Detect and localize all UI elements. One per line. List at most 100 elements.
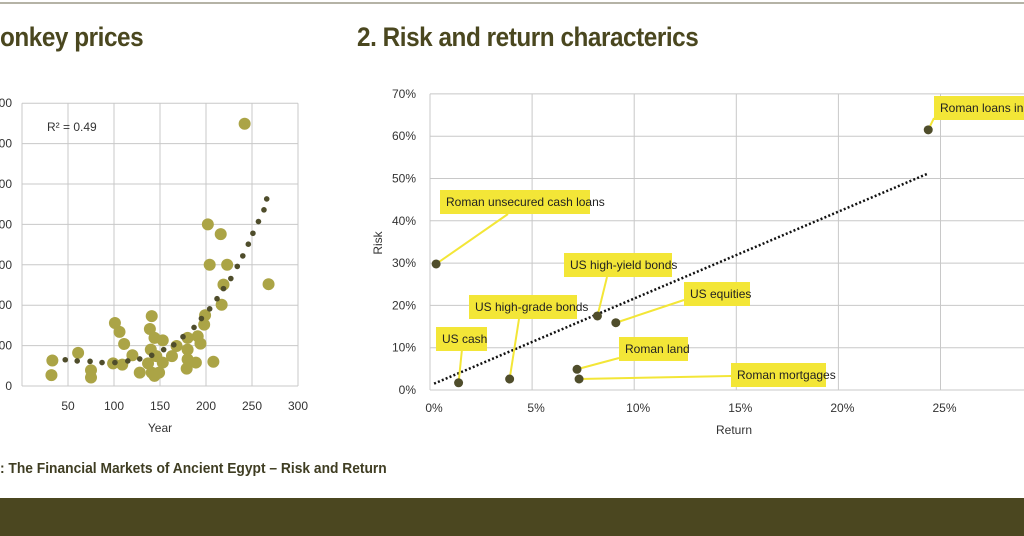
right-x-tick-label: 20% <box>830 401 854 415</box>
point-label: Roman mortgages <box>737 368 836 382</box>
right-y-tick-label: 60% <box>392 129 416 143</box>
right-x-tick-label: 25% <box>932 401 956 415</box>
leader-line <box>576 357 620 371</box>
asset-point <box>454 378 464 388</box>
right-y-tick-label: 30% <box>392 256 416 270</box>
left-y-tick-label: 300 <box>0 258 12 272</box>
price-point <box>145 310 158 323</box>
right-y-tick-label: 0% <box>399 383 417 397</box>
left-y-tick-label: 0 <box>5 379 12 393</box>
price-point <box>85 371 97 384</box>
left-x-tick-label: 200 <box>196 399 216 413</box>
footer-band <box>0 498 1024 536</box>
label-box <box>469 295 577 319</box>
point-label: Roman loans in ki <box>940 101 1024 115</box>
asset-point <box>592 311 602 321</box>
price-point <box>262 278 275 291</box>
trend-point <box>171 341 177 348</box>
left-y-tick-label: 500 <box>0 177 12 191</box>
trend-point <box>112 359 118 366</box>
price-point <box>108 316 121 329</box>
price-point <box>238 117 251 130</box>
trend-point <box>99 359 105 366</box>
right-y-tick-label: 70% <box>392 87 416 101</box>
trend-point <box>263 196 270 202</box>
right-x-tick-label: 5% <box>527 401 545 415</box>
right-y-tick-label: 50% <box>392 172 416 186</box>
right-y-tick-label: 40% <box>392 214 416 228</box>
price-point <box>118 337 131 350</box>
asset-point <box>923 125 933 135</box>
trend-point <box>255 218 262 225</box>
trend-point <box>250 230 256 237</box>
point-label: US cash <box>442 332 487 346</box>
left-x-tick-label: 100 <box>104 399 124 413</box>
trend-point <box>220 285 227 292</box>
leader-line <box>435 213 509 265</box>
left-x-tick-label: 50 <box>61 399 75 413</box>
leader-line <box>596 276 608 317</box>
left-y-tick-label: 400 <box>0 217 12 231</box>
price-point <box>46 354 59 367</box>
price-point <box>133 366 146 379</box>
point-label: Roman unsecured cash loans <box>446 195 605 209</box>
trend-point <box>74 358 80 364</box>
leader-line <box>579 375 732 381</box>
label-box <box>731 363 826 387</box>
r-squared-annotation: R² = 0.49 <box>47 120 97 134</box>
right-y-tick-label: 20% <box>392 298 416 312</box>
trend-point <box>198 315 205 322</box>
trend-point <box>228 275 234 282</box>
right-y-tick-label: 10% <box>392 341 416 355</box>
asset-point <box>431 259 441 269</box>
left-x-tick-label: 300 <box>288 399 308 413</box>
point-label: US equities <box>690 287 751 301</box>
trend-point <box>160 346 167 353</box>
leader-line <box>615 299 685 324</box>
trendline <box>433 172 929 385</box>
right-x-tick-label: 15% <box>728 401 752 415</box>
label-box <box>440 190 590 214</box>
price-point <box>180 362 193 375</box>
price-point <box>72 346 85 359</box>
trend-point <box>206 306 213 312</box>
price-point <box>126 349 139 362</box>
point-label: US high-yield bonds <box>570 258 677 272</box>
label-box <box>564 253 672 277</box>
price-point <box>156 334 169 347</box>
left-y-tick-label: 100 <box>0 339 12 353</box>
top-divider <box>0 2 1024 4</box>
asset-point <box>505 374 515 384</box>
left-x-tick-label: 250 <box>242 399 262 413</box>
price-point <box>181 343 194 356</box>
trend-point <box>180 333 186 340</box>
trend-point <box>62 356 69 363</box>
price-point <box>214 228 227 241</box>
right-x-tick-label: 0% <box>425 401 443 415</box>
trend-point <box>240 253 246 259</box>
price-point <box>165 350 178 363</box>
price-point <box>153 366 166 379</box>
price-point <box>45 369 58 382</box>
left-x-tick-label: 150 <box>150 399 170 413</box>
price-point <box>194 337 207 350</box>
trend-point <box>261 207 267 213</box>
price-point <box>189 356 202 369</box>
leader-line <box>508 318 520 380</box>
price-point <box>203 258 216 271</box>
trend-point <box>148 352 155 359</box>
price-point <box>221 258 234 271</box>
figure-caption: : The Financial Markets of Ancient Egypt… <box>0 460 387 477</box>
price-point <box>201 218 214 231</box>
right-x-tick-label: 10% <box>626 401 650 415</box>
price-point <box>217 278 230 291</box>
label-box <box>684 282 750 306</box>
trend-point <box>125 358 131 364</box>
label-box <box>934 96 1024 120</box>
price-point <box>207 355 220 368</box>
left-chart-title: onkey prices <box>0 22 144 52</box>
trend-point <box>191 324 197 331</box>
label-box <box>436 327 487 351</box>
trend-point <box>136 356 143 362</box>
